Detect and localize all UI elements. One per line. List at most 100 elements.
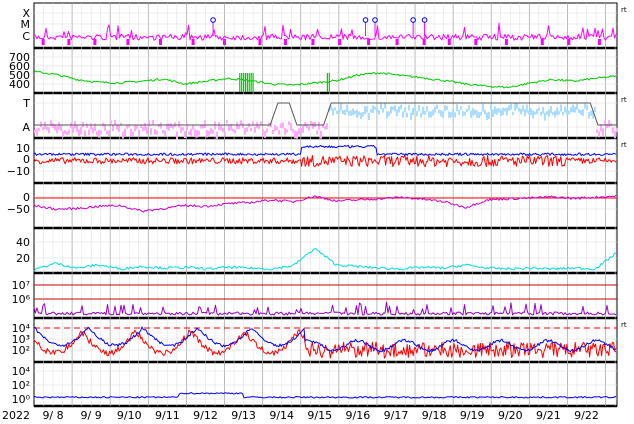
polarity-dot — [60, 125, 62, 131]
y-tick-label: 0 — [23, 191, 30, 204]
polarity-dot — [42, 127, 44, 131]
polarity-dot — [50, 120, 52, 126]
polarity-dot — [588, 112, 590, 119]
polarity-dot — [302, 125, 304, 133]
electron-flux-line — [33, 301, 617, 316]
xray-event-bar — [504, 39, 508, 45]
polarity-dot — [392, 106, 394, 111]
y-tick-label: T — [22, 97, 30, 110]
xray-event-bar — [597, 39, 601, 45]
polarity-dot — [92, 127, 94, 134]
y-tick-label: M — [21, 18, 31, 31]
polarity-dot — [336, 110, 338, 115]
polarity-dot — [220, 125, 222, 131]
polarity-dot — [406, 112, 408, 118]
x-tick-label: 9/14 — [269, 409, 294, 422]
panel-right-label: rt — [621, 6, 627, 14]
polarity-dot — [40, 121, 42, 128]
polarity-dot — [360, 112, 362, 120]
polarity-dot — [118, 125, 120, 132]
polarity-dot — [332, 108, 334, 116]
y-tick-label: 10² — [12, 344, 30, 357]
polarity-dot — [458, 109, 460, 116]
polarity-dot — [542, 107, 544, 114]
flare-marker — [210, 17, 216, 23]
polarity-dot — [154, 129, 156, 135]
polarity-dot — [58, 122, 60, 130]
xray-event-bar — [395, 39, 399, 45]
polarity-dot — [606, 123, 608, 129]
xray-event-bar — [258, 39, 262, 45]
polarity-dot — [216, 131, 218, 139]
polarity-dot — [524, 109, 526, 117]
polarity-dot — [102, 122, 104, 127]
polarity-dot — [342, 110, 344, 115]
polarity-dot — [554, 110, 556, 118]
polarity-dot — [592, 111, 594, 119]
polarity-dot — [62, 131, 64, 138]
polarity-dot — [292, 129, 294, 133]
xray-event-bar — [191, 39, 195, 45]
y-tick-label: 20 — [16, 252, 30, 265]
proton-flux-low-line — [33, 329, 617, 359]
polarity-dot — [136, 124, 138, 129]
polarity-dot — [78, 129, 80, 136]
polarity-dot — [612, 127, 614, 134]
polarity-dot — [294, 130, 296, 139]
polarity-dot — [470, 110, 472, 118]
polarity-dot — [310, 120, 312, 126]
polarity-dot — [278, 130, 280, 135]
polarity-dot — [260, 121, 262, 126]
polarity-dot — [112, 125, 114, 132]
polarity-dot — [128, 124, 130, 128]
axis-labels: 9/ 8 9/ 9 9/10 9/11 9/12 9/13 9/14 9/15 9/16 9/17… — [7, 6, 627, 422]
polarity-dot — [140, 124, 142, 129]
polarity-dot — [166, 123, 168, 129]
polarity-dot — [38, 128, 40, 132]
polarity-dot — [240, 120, 242, 125]
polarity-dot — [270, 122, 272, 128]
polarity-dot — [250, 127, 252, 132]
polarity-dot — [258, 125, 260, 130]
polarity-dot — [568, 110, 570, 115]
polarity-dot — [500, 109, 502, 116]
polarity-dot — [452, 109, 454, 117]
polarity-dot — [482, 103, 484, 112]
polarity-dot — [324, 125, 326, 130]
polarity-dot — [368, 112, 370, 121]
polarity-dot — [56, 126, 58, 134]
polarity-dot — [134, 125, 136, 132]
xray-event-bar — [338, 39, 342, 45]
polarity-dot — [432, 109, 434, 116]
y-tick-label: 40 — [16, 236, 30, 249]
polarity-dot — [442, 110, 444, 118]
polarity-dot — [152, 120, 154, 125]
grid-lines — [34, 3, 617, 406]
polarity-dot — [412, 107, 414, 116]
polarity-dot — [536, 109, 538, 115]
polarity-dot — [188, 131, 190, 135]
polarity-dot — [476, 110, 478, 118]
polarity-dot — [286, 129, 288, 133]
polarity-dot — [284, 127, 286, 135]
polarity-dot — [52, 123, 54, 128]
polarity-dot — [498, 108, 500, 113]
polarity-dot — [120, 122, 122, 126]
polarity-dot — [386, 111, 388, 119]
polarity-dot — [380, 103, 382, 110]
polarity-dot — [212, 129, 214, 134]
polarity-dot — [298, 128, 300, 135]
kp-line — [33, 248, 617, 272]
x-tick-label: 9/ 9 — [81, 409, 102, 422]
polarity-dot — [594, 106, 596, 112]
polarity-dot — [398, 106, 400, 113]
polarity-dot — [334, 107, 336, 111]
imf-bt-line — [33, 145, 617, 156]
y-tick-label: −50 — [7, 203, 30, 216]
polarity-dot — [608, 120, 610, 128]
polarity-dot — [480, 111, 482, 116]
y-tick-label: 10⁶ — [12, 293, 31, 306]
polarity-dot — [88, 129, 90, 136]
polarity-dot — [254, 126, 256, 133]
polarity-dot — [90, 123, 92, 130]
